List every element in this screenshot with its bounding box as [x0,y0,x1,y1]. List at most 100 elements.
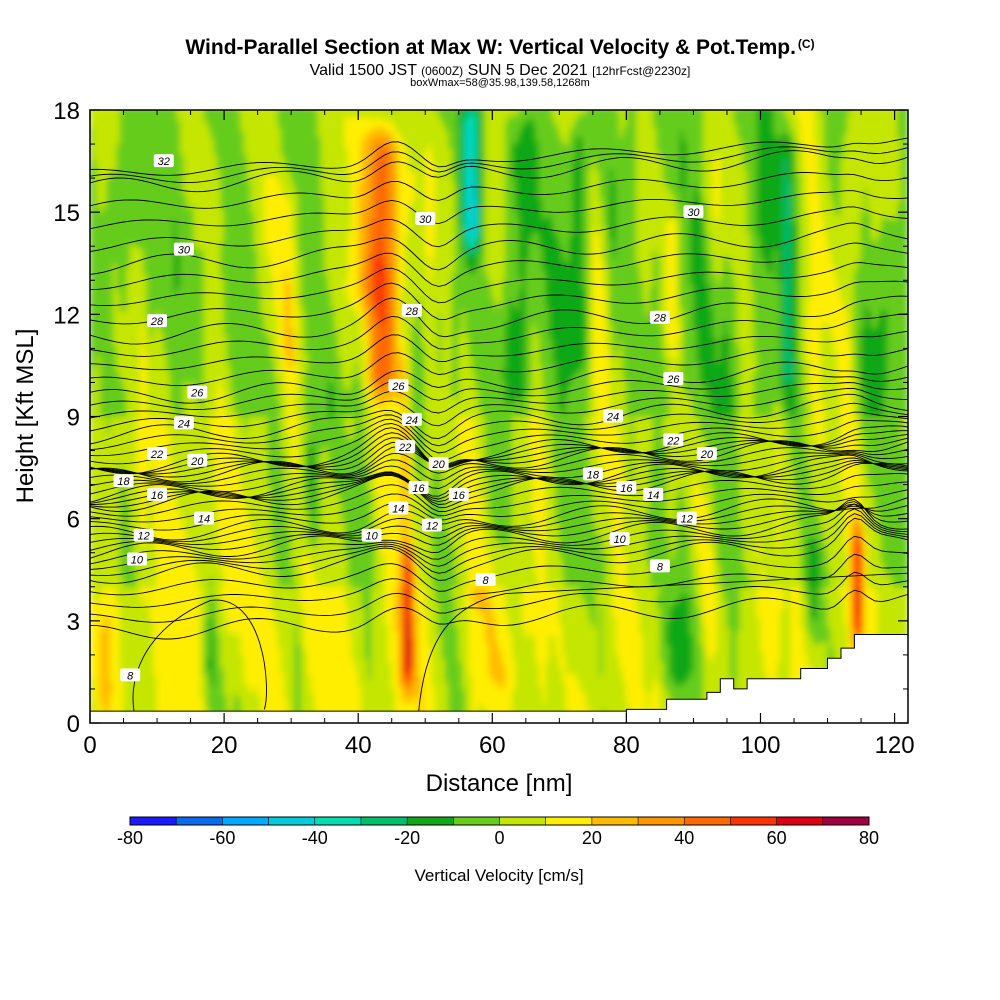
velocity-cell [682,688,688,693]
velocity-cell [398,695,403,700]
velocity-cell [562,671,567,676]
velocity-cell [716,674,721,680]
velocity-cell [679,668,684,673]
velocity-cell [552,674,557,680]
velocity-cell [662,674,668,680]
velocity-cell [230,671,235,676]
velocity-cell [354,674,359,680]
velocity-cell [223,695,228,700]
velocity-cell [136,691,141,697]
velocity-cell [669,691,674,697]
velocity-cell [739,668,745,673]
velocity-cell [193,702,198,707]
velocity-cell [377,688,383,693]
velocity-cell [310,695,316,700]
velocity-cell [739,685,745,690]
velocity-cell [609,685,614,690]
velocity-cell [126,702,131,707]
velocity-cell [146,695,151,700]
velocity-cell [240,695,245,700]
velocity-cell [481,702,486,707]
velocity-cell [287,688,292,693]
velocity-cell [257,702,262,707]
velocity-cell [287,705,292,710]
velocity-cell [203,688,208,693]
velocity-cell [173,678,178,683]
velocity-cell [515,698,520,703]
velocity-cell [196,691,202,697]
velocity-cell [300,681,305,686]
velocity-cell [485,688,490,693]
velocity-cell [381,698,386,703]
velocity-cell [166,691,171,697]
velocity-cell [766,674,771,680]
velocity-cell [357,685,362,690]
velocity-cell [605,674,611,680]
velocity-cell [129,691,134,697]
velocity-cell [703,678,708,683]
velocity-cell [703,688,708,693]
velocity-cell [545,678,550,683]
velocity-cell [696,678,701,683]
velocity-cell [428,695,433,700]
velocity-cell [327,681,332,686]
velocity-cell [421,668,426,673]
velocity-cell [676,681,681,686]
velocity-cell [344,691,349,697]
velocity-cell [270,678,275,683]
velocity-cell [341,685,346,690]
velocity-cell [505,674,510,680]
velocity-cell [451,691,456,697]
velocity-cell [532,702,537,707]
velocity-cell [284,678,289,683]
velocity-cell [615,695,621,700]
velocity-cell [615,705,621,710]
velocity-cell [206,695,212,700]
velocity-cell [183,688,188,693]
velocity-cell [233,681,238,686]
velocity-cell [327,674,332,680]
velocity-cell [535,705,540,710]
velocity-cell [196,678,202,683]
velocity-cell [525,678,530,683]
velocity-cell [572,702,577,707]
velocity-cell [649,698,654,703]
velocity-cell [441,678,446,683]
velocity-cell [478,685,483,690]
velocity-cell [592,674,597,680]
velocity-cell [693,668,698,673]
velocity-cell [605,678,611,683]
velocity-cell [622,688,627,693]
velocity-cell [619,678,624,683]
velocity-cell [203,668,208,673]
velocity-cell [193,698,198,703]
velocity-cell [438,691,443,697]
velocity-cell [384,691,389,697]
velocity-cell [629,678,634,683]
velocity-cell [488,678,493,683]
velocity-cell [220,698,225,703]
valid-time-main: Valid 1500 JST [310,62,417,79]
velocity-cell [99,674,104,680]
velocity-cell [458,671,463,676]
velocity-cell [602,705,607,710]
velocity-cell [656,678,661,683]
velocity-cell [552,698,557,703]
velocity-cell [424,705,429,710]
velocity-cell [297,702,302,707]
velocity-cell [401,681,406,686]
velocity-cell [230,698,235,703]
velocity-cell [300,698,305,703]
velocity-cell [156,678,161,683]
velocity-cell [394,674,399,680]
velocity-cell [206,678,212,683]
velocity-cell [495,705,500,710]
velocity-cell [240,698,245,703]
velocity-cell [257,671,262,676]
velocity-cell [501,702,507,707]
velocity-cell [277,664,282,669]
velocity-cell [364,691,369,697]
velocity-cell [367,671,373,676]
velocity-cell [294,698,299,703]
velocity-cell [146,671,151,676]
